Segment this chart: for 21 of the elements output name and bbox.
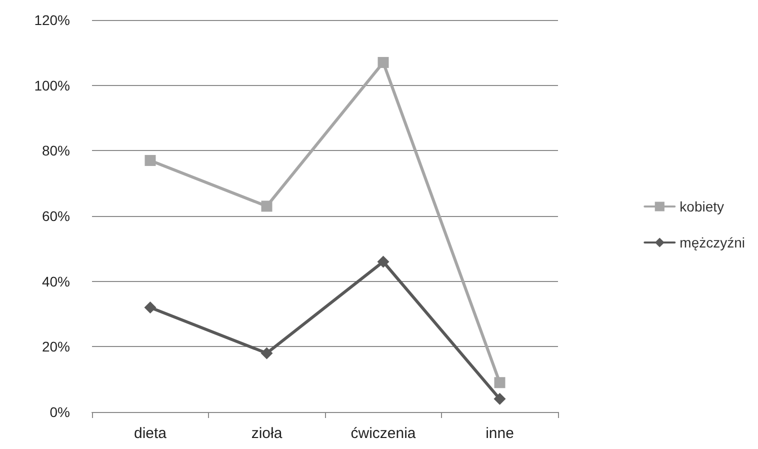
y-tick-label: 60% (42, 208, 70, 224)
y-tick-label: 100% (34, 77, 70, 94)
point (261, 200, 272, 212)
y-tick-label: 20% (42, 338, 70, 355)
x-tick-label: inne (486, 425, 514, 442)
legend-label: mężczyźni (680, 234, 746, 250)
point (494, 377, 506, 388)
point (494, 392, 506, 405)
x-tick-label: dieta (134, 425, 168, 442)
point (144, 154, 156, 166)
point (144, 301, 156, 314)
y-tick-label: 80% (42, 142, 70, 159)
x-tick-label: zioła (251, 425, 283, 442)
y-tick-label: 40% (42, 273, 70, 290)
x-tick-label: ćwiczenia (350, 425, 416, 442)
y-tick-label: 0% (50, 404, 70, 420)
legend-label: kobiety (680, 198, 724, 214)
point (377, 256, 390, 268)
point (378, 56, 389, 68)
y-tick-label: 120% (34, 12, 70, 28)
point (260, 347, 273, 360)
